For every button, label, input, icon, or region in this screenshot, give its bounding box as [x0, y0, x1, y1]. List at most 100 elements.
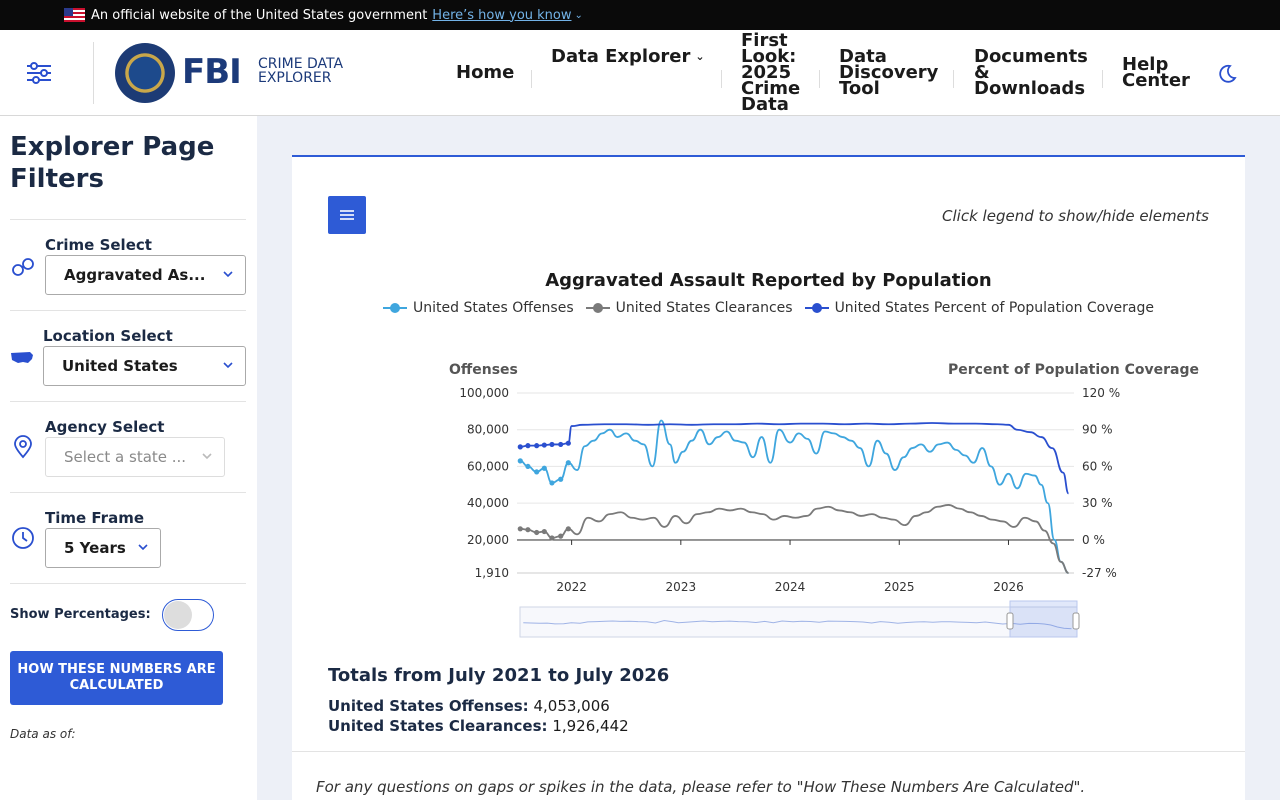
totals-offenses-label: United States Offenses: — [328, 697, 529, 715]
data-footnote: For any questions on gaps or spikes in t… — [316, 778, 1086, 796]
data-point — [525, 443, 531, 449]
chevron-down-icon — [202, 453, 212, 460]
data-point — [558, 441, 564, 448]
nav-divider — [1102, 70, 1103, 88]
how-you-know-link[interactable]: Here’s how you know — [432, 7, 572, 23]
y-tick-left: 100,000 — [459, 386, 509, 400]
data-point — [549, 441, 555, 448]
filter-sliders-icon[interactable] — [26, 62, 52, 84]
chevron-down-icon — [223, 271, 233, 278]
data-point — [558, 533, 564, 539]
hamburger-icon — [340, 210, 354, 220]
show-percentages-toggle[interactable] — [162, 599, 214, 631]
nav-home[interactable]: Home — [456, 62, 515, 83]
nav-first-look[interactable]: First Look: 2025 Crime Data — [741, 30, 801, 115]
time-frame-value: 5 Years — [64, 539, 126, 557]
legend-item-offenses[interactable]: United States Offenses — [383, 300, 574, 316]
x-tick-label: 2025 — [884, 580, 915, 594]
navigator-selection — [1009, 600, 1078, 638]
chart-title: Aggravated Assault Reported by Populatio… — [545, 270, 992, 291]
legend-marker — [804, 303, 829, 313]
crime-select-label: Crime Select — [45, 236, 152, 254]
chart-plot: 100,000 80,000 60,000 40,000 20,000 1,910 120 … — [459, 386, 1120, 638]
nav-data-explorer-label: Data Explorer — [551, 46, 691, 67]
range-navigator — [519, 606, 1078, 638]
crime-select[interactable]: Aggravated As... — [45, 255, 246, 295]
totals-title: Totals from July 2021 to July 2026 — [328, 665, 670, 686]
chevron-down-icon: ⌄ — [695, 50, 705, 63]
chart-card: Click legend to show/hide elements Aggra… — [292, 155, 1245, 800]
sidebar-divider — [10, 583, 246, 584]
clock-icon — [12, 527, 34, 549]
data-point — [565, 526, 571, 532]
data-point — [549, 480, 555, 486]
toggle-knob — [164, 601, 192, 629]
legend-item-clearances[interactable]: United States Clearances — [585, 300, 793, 316]
agency-select[interactable]: Select a state ... — [45, 437, 225, 477]
nav-help-center[interactable]: Help Center — [1122, 54, 1190, 91]
nav-divider — [819, 70, 820, 88]
chart-legend: United States Offenses United States Cle… — [292, 300, 1245, 316]
us-flag-icon — [64, 8, 85, 22]
y-axis-right-title: Percent of Population Coverage — [948, 362, 1200, 378]
y-tick-right: -27 % — [1082, 566, 1117, 580]
chevron-down-icon[interactable]: ⌄ — [574, 9, 583, 21]
y-tick-left: 60,000 — [467, 459, 509, 473]
time-frame-select[interactable]: 5 Years — [45, 528, 161, 568]
sidebar-divider — [10, 310, 246, 311]
data-point — [534, 529, 540, 536]
sidebar-divider — [10, 492, 246, 493]
fbi-seal-logo[interactable] — [115, 43, 175, 103]
navigator-handle-right — [1072, 612, 1080, 630]
navigator-handle-left — [1006, 612, 1014, 630]
nav-divider — [531, 70, 532, 88]
handcuffs-icon — [12, 258, 34, 276]
data-point — [517, 444, 523, 450]
y-tick-right: 60 % — [1082, 459, 1113, 473]
legend-hint: Click legend to show/hide elements — [942, 207, 1209, 225]
legend-item-coverage[interactable]: United States Percent of Population Cove… — [804, 300, 1154, 316]
chevron-down-icon — [138, 544, 148, 551]
gov-banner: An official website of the United States… — [0, 0, 1280, 30]
data-point — [525, 527, 531, 533]
totals-clearances-label: United States Clearances: — [328, 717, 548, 735]
legend-marker — [383, 303, 408, 313]
totals-clearances: United States Clearances: 1,926,442 — [328, 717, 629, 735]
card-divider — [292, 751, 1245, 752]
y-tick-left: 20,000 — [467, 533, 509, 547]
legend-label-offenses: United States Offenses — [413, 300, 574, 316]
header-divider — [93, 42, 94, 104]
logo-text[interactable]: FBI — [182, 52, 242, 92]
x-tick-label: 2023 — [666, 580, 697, 594]
gov-banner-text: An official website of the United States… — [91, 7, 428, 23]
how-numbers-calculated-button[interactable]: HOW THESE NUMBERS ARE CALCULATED — [10, 651, 223, 705]
data-point — [541, 528, 547, 535]
y-axis-left-title: Offenses — [449, 362, 518, 378]
nav-data-explorer[interactable]: Data Explorer ⌄ — [551, 14, 705, 100]
agency-select-label: Agency Select — [45, 418, 165, 436]
data-point — [558, 476, 564, 482]
data-as-of: Data as of: — [10, 727, 76, 741]
data-point — [534, 469, 540, 475]
logo-subtitle[interactable]: CRIME DATA EXPLORER — [258, 56, 344, 86]
sidebar-title: Explorer Page Filters — [10, 132, 215, 194]
x-tick-label: 2024 — [775, 580, 806, 594]
x-tick-label: 2026 — [993, 580, 1024, 594]
sidebar-divider — [10, 219, 246, 220]
y-tick-right: 120 % — [1082, 386, 1120, 400]
data-point — [525, 463, 531, 470]
data-point — [565, 460, 571, 466]
location-select-value: United States — [62, 357, 178, 375]
moon-icon[interactable] — [1216, 63, 1238, 85]
nav-documents-downloads[interactable]: Documents & Downloads — [974, 46, 1088, 99]
sidebar-divider — [10, 401, 246, 402]
y-tick-left: 80,000 — [467, 423, 509, 437]
legend-label-coverage: United States Percent of Population Cove… — [834, 300, 1154, 316]
data-point — [541, 442, 547, 448]
chart-menu-button[interactable] — [328, 196, 366, 234]
us-map-icon — [11, 352, 33, 363]
series-offenses-line — [520, 419, 1069, 574]
nav-data-discovery-tool[interactable]: Data Discovery Tool — [839, 46, 939, 99]
nav-divider — [953, 70, 954, 88]
location-select[interactable]: United States — [43, 346, 246, 386]
